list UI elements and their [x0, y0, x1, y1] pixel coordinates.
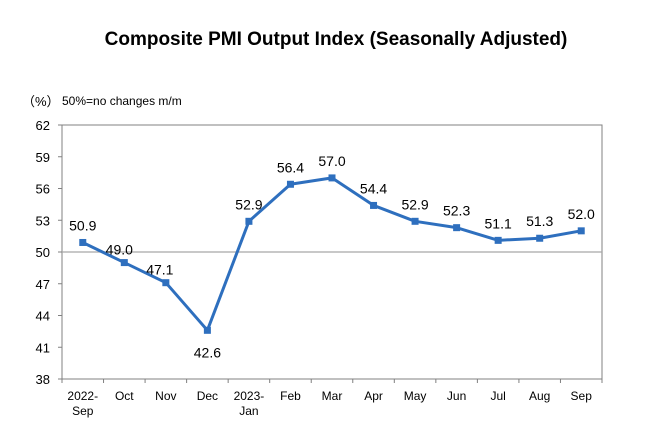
x-tick-label: Nov — [155, 389, 176, 403]
data-label: 51.1 — [485, 215, 512, 231]
data-label: 49.0 — [106, 242, 133, 258]
x-tick-label: Oct — [115, 389, 134, 403]
data-label: 50.9 — [69, 217, 96, 233]
data-point — [162, 279, 170, 287]
chart-note: 50%=no changes m/m — [62, 94, 182, 108]
data-point — [286, 180, 294, 188]
x-tick-label: Feb — [280, 389, 301, 403]
data-label: 57.0 — [318, 153, 345, 169]
data-label: 42.6 — [194, 344, 221, 360]
y-tick-label: 44 — [36, 309, 50, 324]
series-line — [82, 176, 582, 332]
y-tick-label: 53 — [36, 213, 50, 228]
x-tick-label: Jun — [447, 389, 466, 403]
data-label: 56.4 — [277, 159, 304, 175]
y-tick-label: 47 — [36, 277, 50, 292]
y-tick-label: 38 — [36, 372, 50, 387]
data-label: 52.9 — [235, 196, 262, 212]
x-tick-label: 2022-Sep — [67, 389, 98, 418]
y-tick-label: 59 — [36, 150, 50, 165]
data-label: 52.0 — [568, 206, 595, 222]
data-label: 54.4 — [360, 180, 387, 196]
x-tick-label: May — [404, 389, 427, 403]
x-tick-label: 2023-Jan — [234, 389, 265, 418]
data-point — [370, 201, 378, 209]
data-point — [494, 236, 502, 244]
data-label: 52.3 — [443, 203, 470, 219]
data-label: 47.1 — [146, 262, 173, 278]
data-point — [577, 227, 585, 235]
x-tick-label: Dec — [197, 389, 218, 403]
y-tick-label: 62 — [36, 118, 50, 133]
data-point — [245, 217, 253, 225]
chart-title: Composite PMI Output Index (Seasonally A… — [105, 29, 568, 50]
data-point — [453, 224, 461, 232]
data-label: 52.9 — [401, 196, 428, 212]
data-point — [328, 174, 336, 182]
y-tick-label: 56 — [36, 182, 50, 197]
data-label: 51.3 — [526, 213, 553, 229]
x-tick-label: Mar — [322, 389, 343, 403]
x-tick-label: Sep — [571, 389, 593, 403]
x-tick-label: Aug — [529, 389, 550, 403]
data-point — [79, 238, 87, 246]
x-tick-label: Jul — [490, 389, 505, 403]
data-point — [203, 326, 211, 334]
data-point — [411, 217, 419, 225]
data-point — [120, 259, 128, 267]
y-tick-label: 41 — [36, 340, 50, 355]
x-tick-label: Apr — [364, 389, 383, 403]
y-tick-label: 50 — [36, 245, 50, 260]
y-unit-label: （%） — [22, 94, 60, 109]
data-point — [536, 234, 544, 242]
